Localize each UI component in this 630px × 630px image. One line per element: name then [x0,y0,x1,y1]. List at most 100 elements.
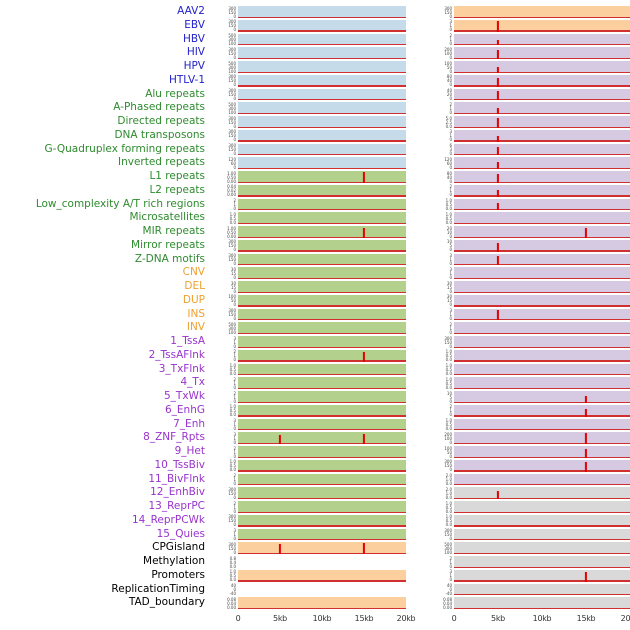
column-gap [406,376,426,390]
y-axis-tick-label: 3 [449,308,452,313]
y-axis-tick-label: 0.0 [229,577,236,583]
signal-baseline [238,497,406,499]
signal-baseline [454,181,630,183]
track-label: 8_ZNF_Rpts [143,431,205,444]
signal-baseline [454,291,630,293]
signal-spike [496,243,500,252]
track-label: Inverted repeats [117,156,205,169]
y-axis-tick-label: 0 [233,536,236,541]
y-axis-tick-label: 0 [449,109,452,115]
left-track-panel [238,281,406,293]
signal-spike [362,172,366,183]
y-axis-tick-label: 0.0 [229,412,236,418]
y-axis-tick-label: 0.0 [445,371,452,376]
y-axis-tick-label: 0.0 [229,219,236,225]
y-axis-tick-label: 0 [233,247,236,253]
y-axis-tick-label: 0 [233,398,236,404]
right-y-axis-ticks: 300 150 0 [426,459,454,473]
y-axis-tick-label: 0 [449,13,452,19]
x-axis-tick-label: 0 [451,614,457,623]
y-axis-tick-label: 500 [228,321,236,327]
y-axis-tick-label: 300 [228,105,236,111]
right-track-panel [454,404,630,417]
right-track-panel [454,487,630,499]
x-axis-tick-label: 15kb [576,614,596,623]
y-axis-tick-label: 300 [228,88,236,93]
signal-baseline [454,140,630,142]
right-y-axis-ticks: 10 5 0 [426,239,454,253]
signal-spike [496,136,500,142]
column-gap [406,445,426,459]
y-axis-tick-label: 150 [228,518,236,524]
track-label: 3_TxFlnk [158,362,205,375]
column-gap [406,583,426,597]
y-axis-tick-label: 0.5 [229,573,236,579]
y-axis-tick-label: 1 [233,435,236,441]
signal-spike [584,572,588,582]
right-track-panel [454,253,630,266]
y-axis-tick-label: 100 [228,329,236,335]
right-y-axis-ticks: 1.0 0.5 0.0 [426,418,454,432]
y-axis-tick-label: 1.0 [445,514,452,520]
right-y-axis-ticks: 1.0 0.5 0.0 [426,198,454,212]
signal-baseline [238,360,406,362]
track-label: L1 repeats [149,170,205,182]
y-axis-tick-label: 0 [233,494,236,500]
signal-baseline [238,154,406,156]
right-track-panel [454,61,630,73]
signal-baseline [238,415,406,417]
right-track-panel [454,184,630,197]
left-track-panel [238,597,406,609]
y-axis-tick-label: 2 [233,198,236,203]
y-axis-tick-label: 150 [228,257,236,262]
y-axis-tick-label: 150 [444,9,452,15]
y-axis-tick-label: 0 [449,96,452,101]
signal-baseline [238,71,406,73]
y-axis-tick-label: 3 [449,569,452,575]
right-y-axis-ticks: 200 100 0 [426,46,454,60]
track-row: AAV2 300 150 0 300 150 0 [0,5,630,19]
y-axis-tick-label: 1.0 [445,363,452,368]
y-axis-tick-label: 0 [449,68,452,74]
y-axis-tick-label: 100 [228,68,236,74]
signal-spike [278,544,282,554]
column-gap [406,335,426,349]
y-axis-tick-label: 0 [449,164,452,170]
column-gap [406,280,426,294]
y-axis-tick-label: 200 [444,431,452,437]
left-y-axis-ticks: 1.0 0.5 0.0 [210,569,238,583]
signal-spike [496,147,500,156]
y-axis-tick-label: 1 [233,394,236,400]
y-axis-tick-label: 100 [228,109,236,115]
track-row: HIV 300 150 0 200 100 0 [0,46,630,60]
column-gap [406,170,426,184]
right-y-axis-ticks: 1.0 0.5 0.0 [426,349,454,363]
signal-spike [496,190,500,197]
signal-spike [584,408,588,417]
track-label: INV [186,321,205,334]
right-track-panel [454,74,630,87]
y-axis-tick-label: 1.00 [227,225,236,231]
signal-baseline [238,332,406,334]
x-axis-tick-label: 20kb [620,614,630,623]
track-row: 3_TxFlnk 1.0 0.5 0.0 1.0 0.5 0.0 [0,363,630,377]
y-axis-tick-label: 5 [449,394,452,400]
right-track-panel [454,129,630,142]
y-axis-tick-label: 0 [233,549,236,555]
y-axis-tick-label: 300 [228,486,236,492]
y-axis-tick-label: 0.50 [227,229,236,235]
y-axis-tick-label: 40 [446,583,452,588]
y-axis-tick-label: 150 [228,545,236,551]
column-gap [406,431,426,445]
track-row: 10_TssBiv 1.0 0.5 0.0 300 150 0 [0,459,630,473]
y-axis-tick-label: 1 [449,573,452,579]
column-gap [406,486,426,500]
y-axis-tick-label: 2 [233,500,236,506]
y-axis-tick-label: 300 [228,541,236,547]
y-axis-tick-label: 1.0 [445,418,452,423]
track-row: Alu repeats 300 150 0 40 20 0 [0,88,630,102]
right-track-panel [454,542,630,554]
